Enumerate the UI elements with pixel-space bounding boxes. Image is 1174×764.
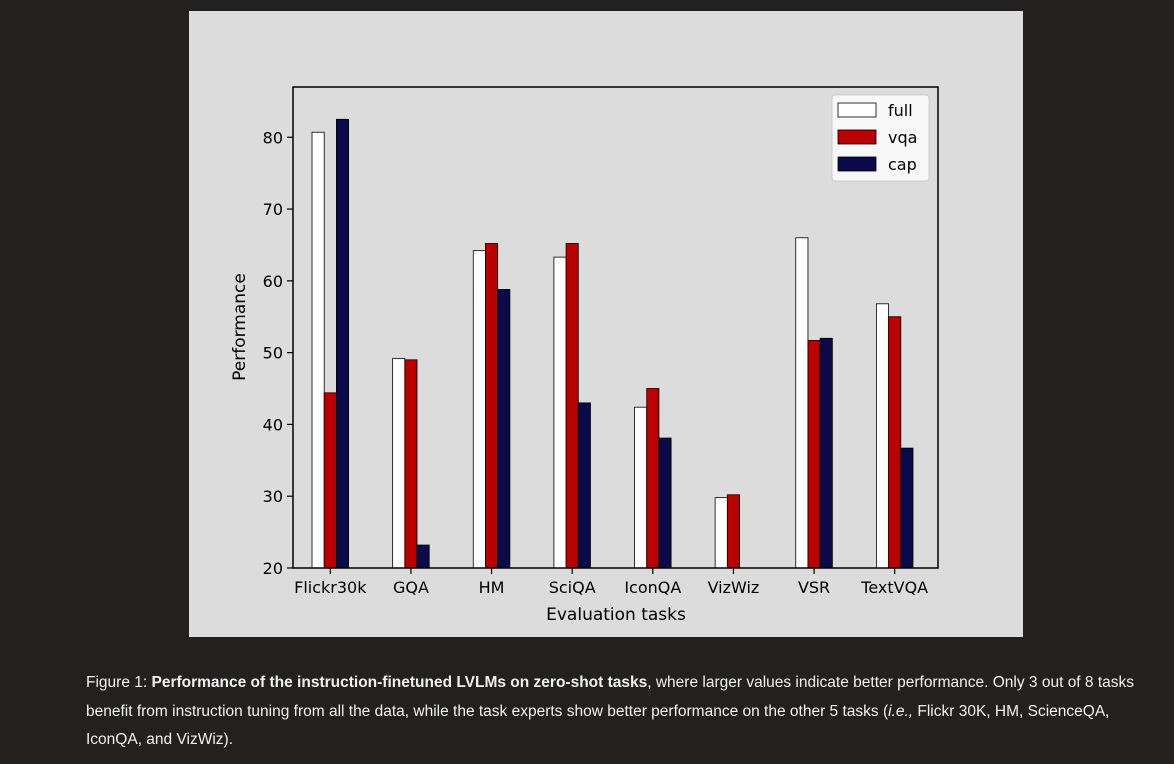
caption-italic: i.e., — [888, 702, 914, 720]
legend: full vqa cap — [831, 94, 930, 182]
bar-cap-iconqa — [658, 437, 672, 569]
legend-label-vqa: vqa — [888, 128, 917, 147]
y-tick-label-30: 30 — [263, 487, 283, 506]
figure-caption: Figure 1: Performance of the instruction… — [86, 669, 1136, 755]
y-tick-label-80: 80 — [263, 128, 283, 147]
figure-panel: 20 30 40 50 60 70 80 Flickr30k GQA HM SciQA IconQA… — [189, 11, 1023, 637]
bar-full-textvqa — [875, 303, 889, 569]
plot-frame — [292, 86, 939, 569]
bar-vqa-gqa — [404, 359, 418, 569]
bar-full-vizwiz — [714, 497, 728, 569]
x-axis: Flickr30k GQA HM SciQA IconQA VizWiz VSR TextVQ… — [294, 568, 928, 597]
bar-full-sciqa — [553, 256, 567, 569]
legend-swatch-full — [837, 102, 877, 118]
bar-full-iconqa — [634, 406, 648, 569]
bar-vqa-textvqa — [888, 316, 902, 569]
bar-vqa-sciqa — [565, 243, 579, 569]
y-tick-label-50: 50 — [263, 344, 283, 363]
bar-cap-textvqa — [900, 447, 914, 569]
x-tick-label-gqa: GQA — [393, 578, 429, 597]
bar-cap-vsr — [819, 337, 833, 569]
bar-vqa-hm — [485, 243, 499, 569]
x-tick-label-hm: HM — [479, 578, 505, 597]
bar-cap-gqa — [416, 544, 430, 569]
legend-label-full: full — [888, 101, 913, 120]
x-tick-label-vsr: VSR — [798, 578, 830, 597]
legend-label-cap: cap — [888, 155, 917, 174]
bar-vqa-vizwiz — [726, 494, 740, 569]
bar-cap-flickr30k — [336, 118, 350, 569]
x-axis-label: Evaluation tasks — [546, 605, 686, 625]
y-axis-label: Performance — [230, 273, 250, 381]
bar-full-hm — [472, 250, 486, 569]
bar-cap-sciqa — [577, 402, 591, 569]
caption-prefix: Figure 1: — [86, 674, 152, 691]
y-axis: 20 30 40 50 60 70 80 — [263, 128, 293, 578]
x-tick-label-flickr30k: Flickr30k — [294, 578, 367, 597]
y-tick-label-40: 40 — [263, 415, 283, 434]
bar-full-vsr — [795, 237, 809, 569]
y-tick-label-20: 20 — [263, 559, 283, 578]
bar-vqa-flickr30k — [323, 392, 337, 569]
legend-swatch-vqa — [837, 129, 877, 145]
caption-text-2: Flickr 30K, HM, ScienceQA, IconQA, and V… — [86, 702, 1110, 749]
caption-bold-title: Performance of the instruction-finetuned… — [151, 674, 648, 691]
legend-swatch-cap — [837, 156, 877, 172]
bar-chart: 20 30 40 50 60 70 80 Flickr30k GQA HM SciQA IconQA… — [230, 86, 939, 625]
y-tick-label-70: 70 — [263, 200, 283, 219]
x-tick-label-vizwiz: VizWiz — [708, 578, 760, 597]
x-tick-label-textvqa: TextVQA — [860, 578, 928, 597]
x-tick-label-sciqa: SciQA — [549, 578, 596, 597]
y-tick-label-60: 60 — [263, 272, 283, 291]
bar-full-flickr30k — [311, 131, 325, 569]
caption-text-1: , where larger values indicate better pe… — [86, 674, 1135, 720]
bar-cap-hm — [497, 289, 511, 569]
bar-vqa-vsr — [807, 340, 821, 569]
bar-full-gqa — [392, 357, 406, 569]
bar-vqa-iconqa — [646, 388, 660, 569]
bars-layer — [311, 118, 914, 569]
x-tick-label-iconqa: IconQA — [624, 578, 681, 597]
